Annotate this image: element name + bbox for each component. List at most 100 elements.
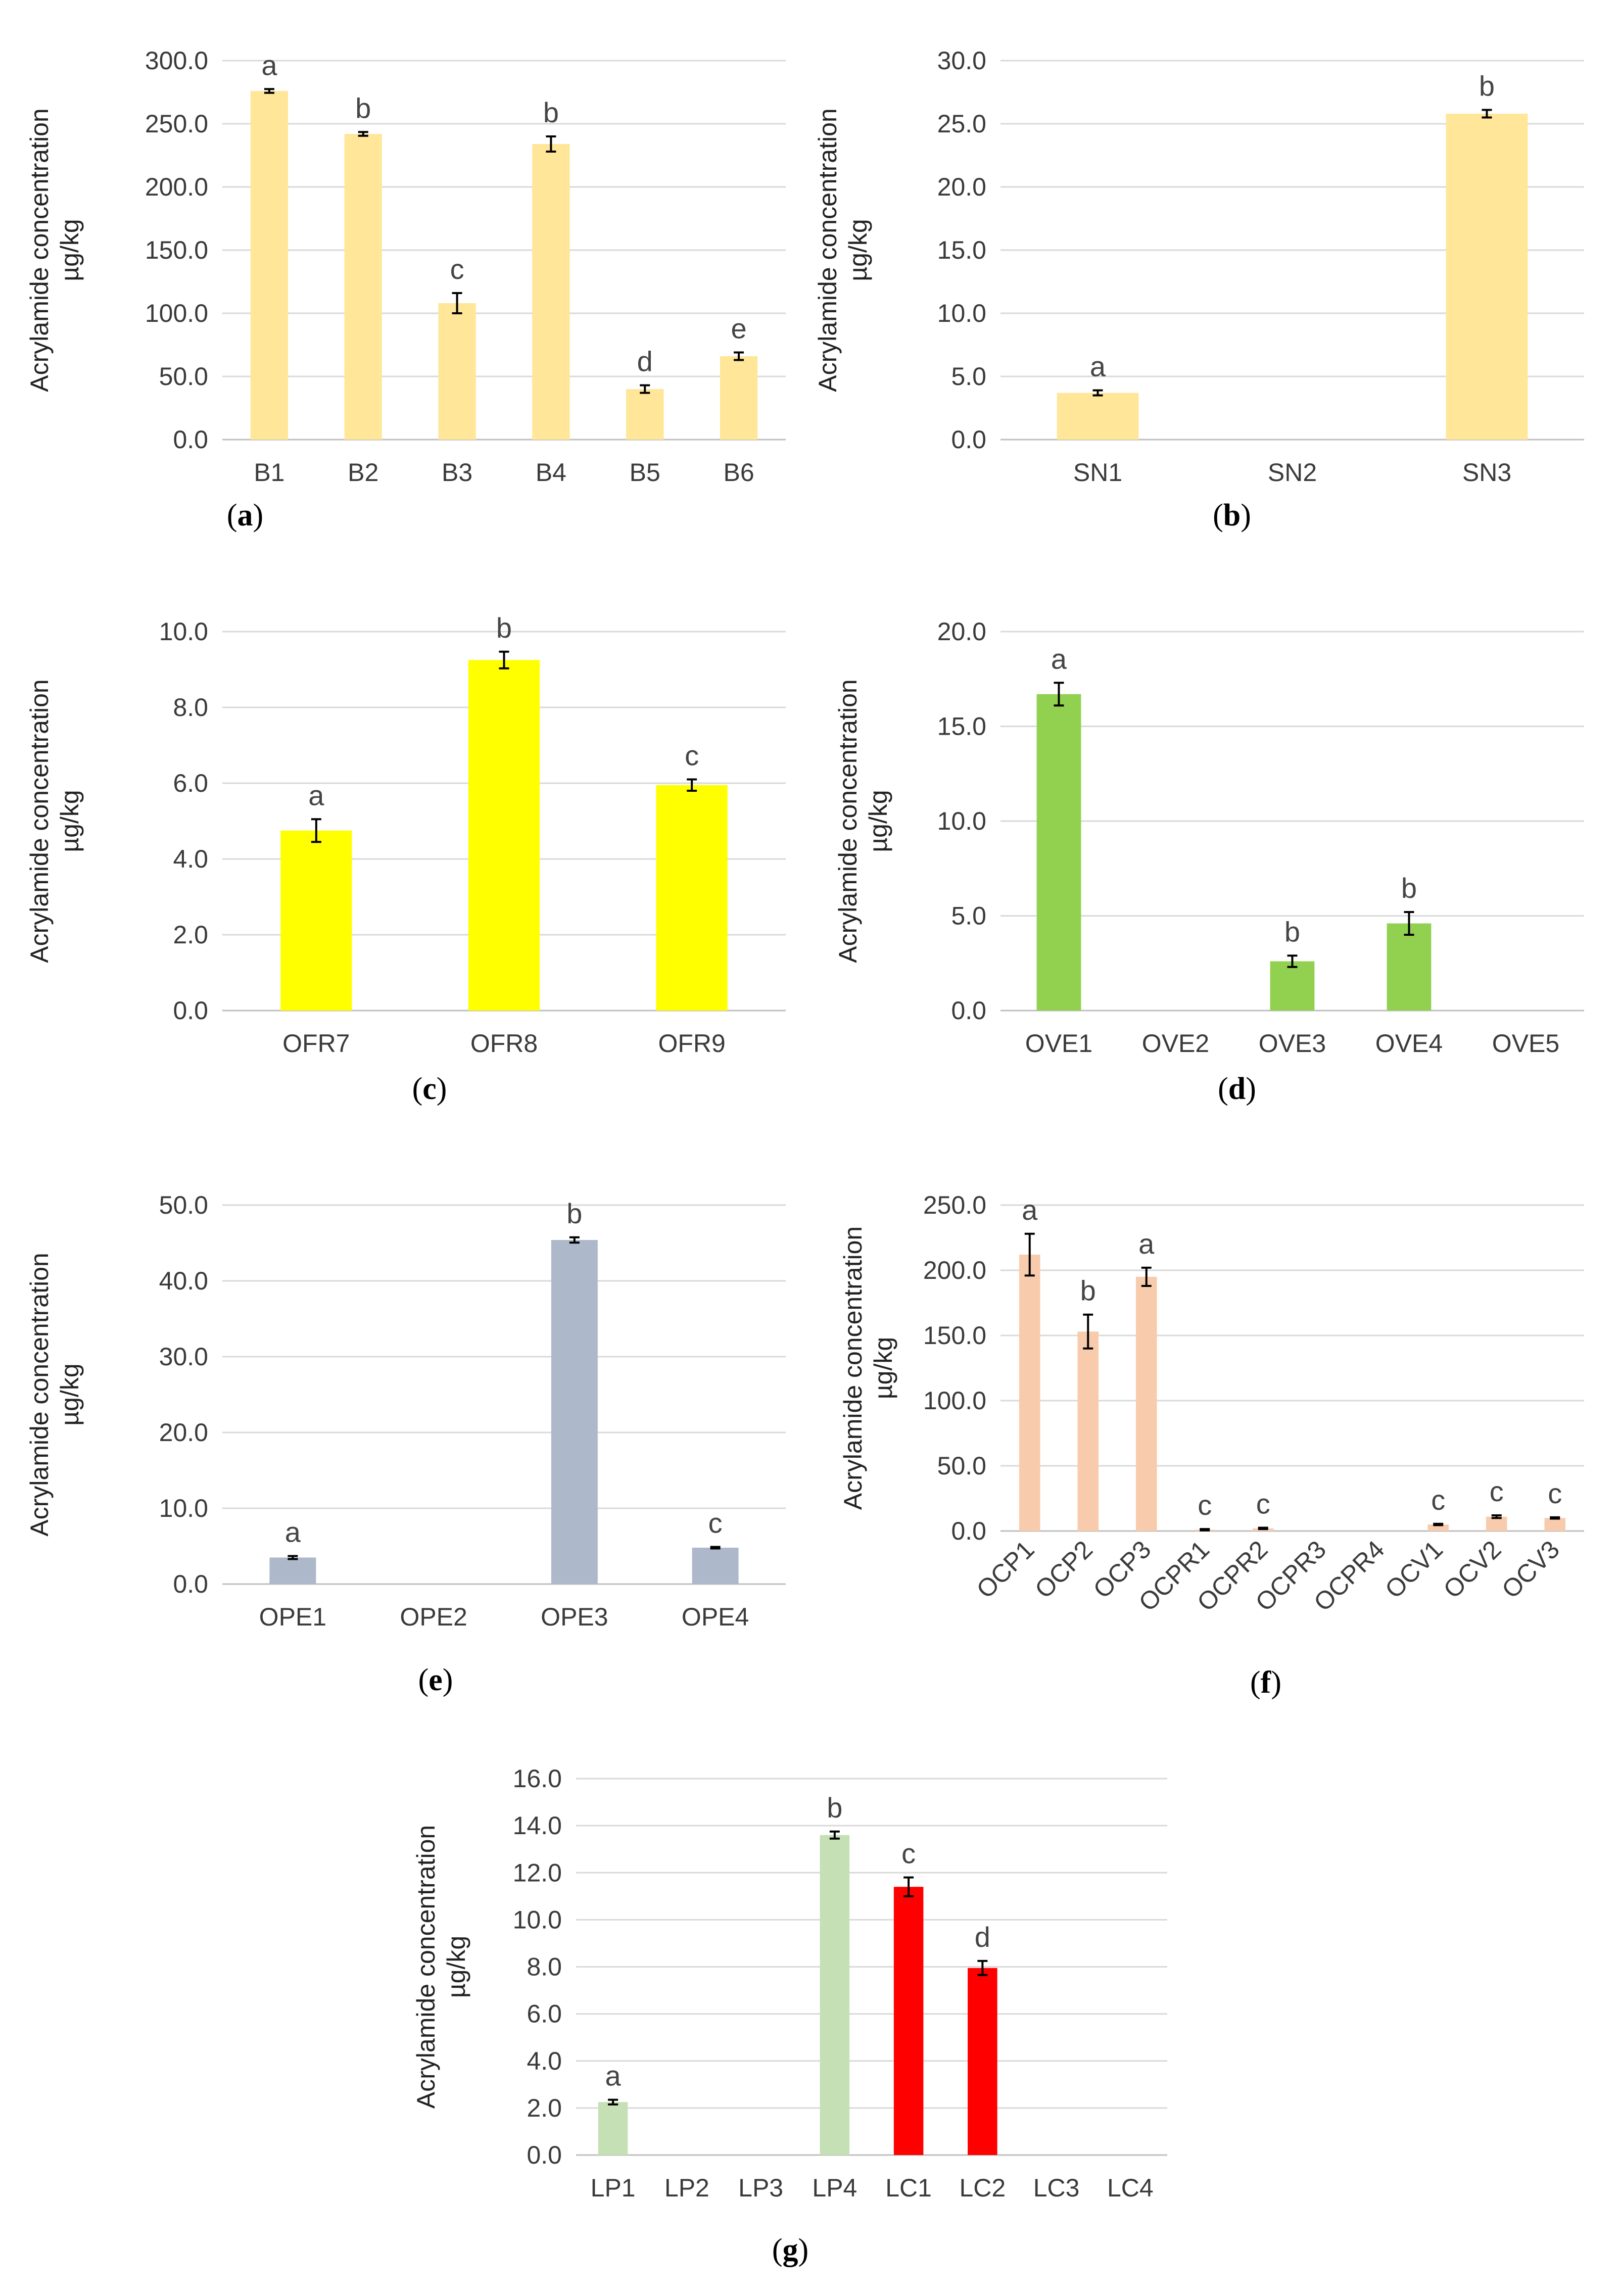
x-tick-label: OVE5 — [1492, 1029, 1559, 1058]
x-tick-label: OCV1 — [1379, 1535, 1448, 1604]
error-bar-B3 — [452, 292, 462, 314]
y-tick-label: 6.0 — [173, 769, 208, 797]
y-tick-label: 16.0 — [513, 1764, 562, 1793]
y-tick-label: 200.0 — [145, 173, 208, 201]
error-bar-B2 — [358, 131, 368, 137]
y-tick-label: 4.0 — [173, 845, 208, 873]
y-tick-label: 250.0 — [145, 110, 208, 138]
error-bar-B6 — [734, 351, 744, 361]
bar-OCV1 — [1427, 1524, 1449, 1531]
y-tick-label: 20.0 — [937, 617, 986, 646]
y-tick-label: 8.0 — [527, 1953, 562, 1981]
y-tick-label: 10.0 — [159, 1494, 208, 1522]
significance-letter: c — [450, 253, 464, 285]
error-bar-OCV1 — [1433, 1522, 1444, 1526]
significance-letter: b — [1479, 70, 1495, 102]
y-tick-label: 15.0 — [937, 236, 986, 264]
x-tick-label: LP2 — [664, 2174, 709, 2202]
panel-label: (d) — [1218, 1072, 1256, 1106]
error-bar-OFR8 — [499, 650, 509, 669]
error-bar-OPE3 — [569, 1236, 580, 1244]
bar-OPE4 — [692, 1548, 739, 1584]
significance-letter: a — [285, 1516, 301, 1548]
bar-OPE1 — [269, 1557, 316, 1584]
error-bar-OCPR2 — [1258, 1526, 1268, 1530]
y-tick-label: 4.0 — [527, 2047, 562, 2075]
significance-letter: a — [308, 779, 324, 811]
bar-SN3 — [1446, 114, 1528, 440]
x-tick-label: OFR7 — [282, 1029, 350, 1058]
y-tick-label: 10.0 — [513, 1905, 562, 1934]
y-tick-label: 2.0 — [173, 921, 208, 949]
y-tick-label: 5.0 — [951, 362, 986, 391]
x-tick-label: OCV3 — [1496, 1535, 1565, 1604]
x-tick-label: LC3 — [1033, 2174, 1080, 2202]
significance-letter: b — [355, 92, 371, 124]
error-bar-B4 — [546, 135, 556, 153]
significance-letter: b — [496, 612, 512, 644]
bar-SN1 — [1057, 393, 1139, 440]
bar-B3 — [438, 303, 476, 440]
y-tick-label: 50.0 — [937, 1452, 986, 1480]
error-bar-LP4 — [829, 1830, 840, 1840]
significance-letter: a — [605, 2060, 622, 2092]
significance-letter: c — [1431, 1484, 1445, 1516]
significance-letter: c — [685, 740, 699, 772]
significance-letter: c — [1548, 1477, 1562, 1509]
y-axis-title: Acrylamide concentrationµg/kg — [25, 108, 84, 392]
x-tick-label: LP4 — [812, 2174, 857, 2202]
y-tick-label: 0.0 — [173, 425, 208, 454]
error-bar-OCP2 — [1083, 1313, 1093, 1350]
x-tick-label: OVE2 — [1142, 1029, 1209, 1058]
x-tick-label: OPE2 — [400, 1603, 467, 1631]
y-tick-label: 5.0 — [951, 902, 986, 930]
y-tick-label: 10.0 — [937, 807, 986, 835]
error-bar-B5 — [640, 384, 650, 394]
x-tick-label: OPE1 — [259, 1603, 326, 1631]
y-axis-title: Acrylamide concentrationµg/kg — [25, 1253, 84, 1536]
x-tick-label: OVE4 — [1375, 1029, 1443, 1058]
x-tick-label: OCV2 — [1438, 1535, 1507, 1604]
panel-label: (c) — [412, 1072, 447, 1106]
y-tick-label: 0.0 — [527, 2141, 562, 2169]
y-tick-label: 10.0 — [159, 617, 208, 646]
significance-letter: d — [637, 346, 653, 377]
x-tick-label: OVE3 — [1259, 1029, 1326, 1058]
y-tick-label: 50.0 — [159, 362, 208, 391]
y-tick-label: 0.0 — [951, 425, 986, 454]
error-bar-OFR9 — [687, 778, 697, 792]
y-tick-label: 0.0 — [951, 996, 986, 1025]
bar-OPE3 — [551, 1240, 598, 1584]
x-tick-label: B4 — [536, 458, 566, 487]
bar-OVE3 — [1270, 961, 1315, 1011]
y-axis-title: Acrylamide concentrationµg/kg — [814, 108, 872, 392]
chart-panel-d: 0.0 5.0 10.0 15.0 20.0 Acrylamide concentrati… — [834, 617, 1584, 1106]
significance-letter: b — [566, 1198, 582, 1229]
y-tick-label: 250.0 — [923, 1191, 986, 1219]
bar-OFR9 — [656, 785, 728, 1011]
significance-letter: a — [1138, 1228, 1155, 1260]
y-tick-label: 40.0 — [159, 1267, 208, 1295]
x-tick-label: B3 — [442, 458, 472, 487]
significance-letter: b — [543, 97, 559, 128]
error-bar-OCP3 — [1141, 1266, 1152, 1287]
significance-letter: c — [901, 1838, 916, 1870]
error-bar-OPE4 — [710, 1546, 721, 1550]
error-bar-OCPR1 — [1200, 1528, 1210, 1532]
y-tick-label: 300.0 — [145, 46, 208, 75]
y-tick-label: 12.0 — [513, 1858, 562, 1887]
y-tick-label: 8.0 — [173, 693, 208, 722]
bar-OCP2 — [1077, 1331, 1099, 1531]
y-tick-label: 150.0 — [145, 236, 208, 264]
significance-letter: b — [1284, 916, 1300, 947]
error-bar-OCV3 — [1550, 1516, 1560, 1520]
x-tick-label: B6 — [723, 458, 754, 487]
panel-label: (g) — [772, 2233, 808, 2267]
bar-OVE4 — [1387, 923, 1432, 1011]
y-tick-label: 150.0 — [923, 1321, 986, 1350]
error-bar-LP1 — [608, 2098, 618, 2106]
x-tick-label: B2 — [348, 458, 378, 487]
significance-letter: c — [1198, 1489, 1212, 1521]
x-tick-label: LC4 — [1107, 2174, 1154, 2202]
